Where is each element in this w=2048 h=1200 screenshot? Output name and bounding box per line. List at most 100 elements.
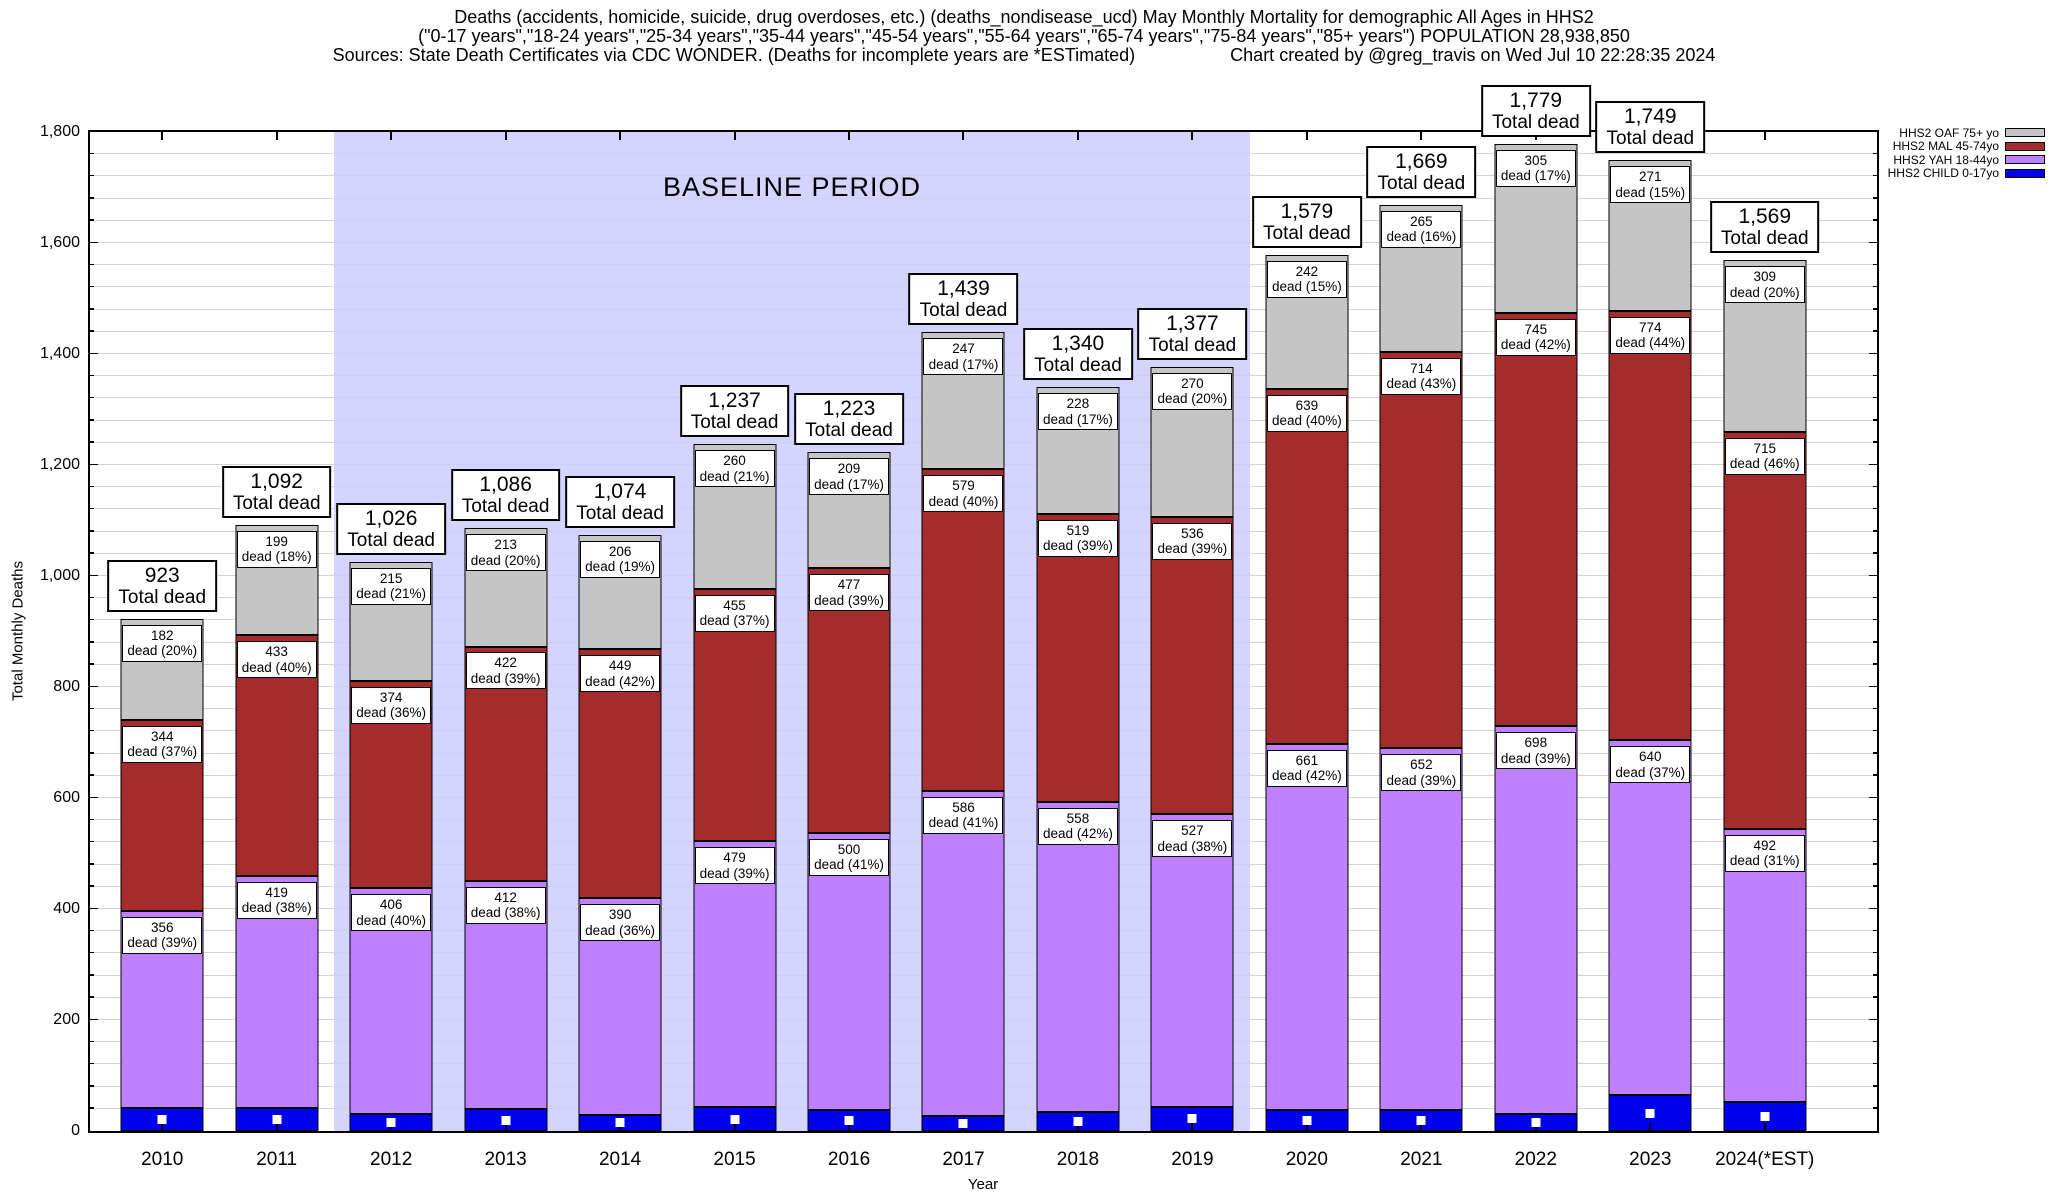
y-tick-mark-right [1873, 507, 1877, 510]
segment-deaths-percent: dead (37%) [127, 744, 198, 760]
segment-deaths-value: 477 [837, 577, 861, 593]
y-tick-mark-right [1873, 552, 1877, 554]
segment-label: 422 dead (39%) [465, 652, 546, 690]
y-tick-mark-left [90, 663, 94, 665]
y-tick-mark-right [1873, 1040, 1877, 1043]
segment-deaths-percent: dead (20%) [470, 552, 541, 568]
legend-label: HHS2 OAF 75+ yo [1899, 125, 1999, 140]
y-tick-mark-left [90, 485, 94, 488]
x-tick-mark-bottom [733, 1123, 736, 1131]
y-tick-mark-right [1873, 974, 1877, 976]
y-tick-mark-right [1873, 774, 1877, 776]
x-tick-label: 2024(*EST) [1715, 1149, 1815, 1170]
y-tick-mark-left [90, 951, 94, 954]
total-dead-value: 1,377 [1166, 311, 1219, 335]
total-dead-word: Total dead [1034, 355, 1122, 377]
segment-deaths-percent: dead (42%) [1500, 337, 1571, 353]
total-dead-label: 1,074 Total dead [565, 475, 675, 528]
y-tick-mark-left [90, 974, 94, 976]
segment-deaths-percent: dead (41%) [928, 815, 999, 831]
x-tick-mark-bottom [1763, 1123, 1766, 1131]
y-tick-mark-right [1873, 729, 1877, 732]
child-series-marker [157, 1115, 167, 1125]
segment-deaths-value: 492 [1753, 837, 1777, 853]
total-dead-word: Total dead [1377, 172, 1466, 194]
bar-slot-2010: 356 dead (39%) 344 dead (37%) 182 dead (20%) 9… [105, 132, 219, 1170]
segment-deaths-percent: dead (17%) [1043, 411, 1113, 427]
segment-label: 419 dead (38%) [236, 881, 317, 919]
segment-deaths-value: 228 [1066, 396, 1090, 412]
total-dead-word: Total dead [1491, 111, 1580, 133]
segment-label: 558 dead (42%) [1037, 807, 1118, 845]
segment-label: 228 dead (17%) [1037, 393, 1118, 431]
y-tick-label: 1,000 [39, 567, 80, 584]
child-series-marker [730, 1114, 740, 1124]
y-tick-mark-left [90, 840, 94, 843]
y-tick-mark-right [1873, 707, 1877, 710]
segment-hhs2-yah-18-44yo [1723, 828, 1807, 1102]
segment-label: 774 dead (44%) [1610, 316, 1691, 354]
segment-label: 579 dead (40%) [923, 475, 1004, 513]
y-tick-mark-right [1873, 929, 1877, 932]
legend-item: HHS2 OAF 75+ yo [1888, 126, 2045, 140]
y-tick-mark-right [1873, 663, 1877, 665]
segment-deaths-value: 247 [952, 341, 975, 357]
segment-label: 213 dead (20%) [465, 534, 546, 572]
bar-slot-2024(*EST): 492 dead (31%) 715 dead (46%) 309 dead (20%) 1… [1708, 132, 1822, 1170]
y-tick-mark-left [90, 774, 94, 776]
y-tick-mark-left [90, 308, 94, 310]
y-tick-mark-left [90, 996, 94, 998]
y-tick-mark-right [1873, 596, 1877, 599]
y-tick-mark-right [1873, 840, 1877, 843]
title-line-1: Deaths (accidents, homicide, suicide, dr… [454, 7, 1594, 27]
segment-deaths-percent: dead (36%) [356, 705, 427, 721]
segment-label: 661 dead (42%) [1266, 749, 1347, 787]
x-tick-label: 2017 [942, 1149, 985, 1170]
segment-deaths-percent: dead (21%) [356, 586, 427, 602]
y-tick-mark-right [1873, 885, 1877, 887]
bar-slot-2021: 652 dead (39%) 714 dead (43%) 265 dead (16%) 1… [1364, 132, 1478, 1170]
total-dead-value: 1,669 [1395, 149, 1448, 173]
child-series-marker [1302, 1116, 1312, 1126]
plot-area: 356 dead (39%) 344 dead (37%) 182 dead (20%) 9… [88, 84, 1879, 1170]
y-tick-mark-right [1869, 685, 1877, 687]
segment-deaths-percent: dead (41%) [814, 857, 884, 873]
child-series-marker [1531, 1117, 1541, 1127]
x-tick-label: 2016 [827, 1149, 871, 1170]
segment-deaths-percent: dead (40%) [241, 659, 312, 675]
title-credit: Chart created by @greg_travis on Wed Jul… [1230, 45, 1716, 65]
segment-deaths-value: 356 [150, 919, 174, 935]
bar-slot-2023: 640 dead (37%) 774 dead (44%) 271 dead (15%) 1… [1593, 101, 1707, 1170]
total-dead-label: 1,237 Total dead [679, 385, 790, 438]
x-tick-mark-bottom [275, 1123, 278, 1131]
segment-deaths-value: 519 [1066, 522, 1090, 538]
bar-slot-2014: 390 dead (36%) 449 dead (42%) 206 dead (19%) 1… [563, 132, 677, 1170]
x-tick-label: 2013 [484, 1149, 527, 1170]
segment-label: 715 dead (46%) [1724, 437, 1805, 475]
segment-deaths-percent: dead (17%) [1500, 168, 1571, 184]
segment-hhs2-yah-18-44yo [807, 832, 891, 1111]
x-tick-mark-top [1191, 132, 1194, 140]
y-tick-mark-right [1873, 752, 1877, 754]
total-dead-label: 1,223 Total dead [794, 393, 904, 446]
y-tick-label: 800 [53, 678, 80, 695]
legend: HHS2 OAF 75+ yo HHS2 MAL 45-74yo HHS2 YAH … [1888, 126, 2045, 180]
segment-label: 242 dead (15%) [1266, 260, 1347, 298]
bar-slot-2020: 661 dead (42%) 639 dead (40%) 242 dead (15%) 1… [1250, 132, 1364, 1170]
segment-deaths-percent: dead (37%) [699, 613, 770, 629]
total-dead-label: 1,579 Total dead [1252, 195, 1362, 248]
segment-deaths-value: 305 [1524, 152, 1548, 168]
segment-hhs2-mal-45-74yo [1723, 431, 1807, 829]
segment-deaths-value: 500 [837, 841, 861, 857]
segment-deaths-value: 640 [1639, 749, 1662, 765]
segment-label: 206 dead (19%) [580, 540, 661, 578]
segment-deaths-percent: dead (20%) [127, 643, 198, 659]
x-tick-mark-top [504, 132, 507, 140]
segment-deaths-percent: dead (39%) [1500, 750, 1571, 766]
legend-swatch-hhs2-oaf-75+-yo [2005, 128, 2045, 138]
segment-label: 247 dead (17%) [923, 338, 1004, 376]
total-dead-value: 1,340 [1051, 332, 1105, 356]
segment-label: 536 dead (39%) [1152, 522, 1233, 560]
y-tick-mark-right [1873, 1107, 1877, 1109]
bar-slot-2012: 406 dead (40%) 374 dead (36%) 215 dead (21%) 1… [334, 132, 448, 1170]
